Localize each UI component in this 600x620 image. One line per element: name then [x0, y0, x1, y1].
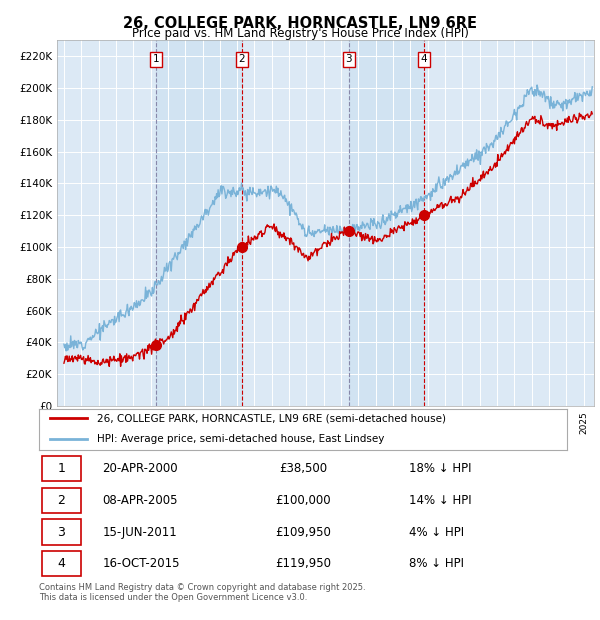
- Text: 26, COLLEGE PARK, HORNCASTLE, LN9 6RE: 26, COLLEGE PARK, HORNCASTLE, LN9 6RE: [123, 16, 477, 30]
- Text: 26, COLLEGE PARK, HORNCASTLE, LN9 6RE (semi-detached house): 26, COLLEGE PARK, HORNCASTLE, LN9 6RE (s…: [97, 413, 446, 423]
- FancyBboxPatch shape: [41, 520, 81, 544]
- Text: 15-JUN-2011: 15-JUN-2011: [103, 526, 177, 539]
- Bar: [156, 40, 242, 406]
- Text: £119,950: £119,950: [275, 557, 331, 570]
- Text: 16-OCT-2015: 16-OCT-2015: [103, 557, 180, 570]
- Text: 3: 3: [346, 55, 352, 64]
- Text: 1: 1: [152, 55, 159, 64]
- Text: 08-APR-2005: 08-APR-2005: [103, 494, 178, 507]
- Text: 4: 4: [421, 55, 427, 64]
- Text: 1: 1: [58, 462, 65, 475]
- Text: 4: 4: [58, 557, 65, 570]
- Text: Contains HM Land Registry data © Crown copyright and database right 2025.
This d: Contains HM Land Registry data © Crown c…: [39, 583, 365, 602]
- Text: £100,000: £100,000: [275, 494, 331, 507]
- Text: Price paid vs. HM Land Registry's House Price Index (HPI): Price paid vs. HM Land Registry's House …: [131, 27, 469, 40]
- Text: HPI: Average price, semi-detached house, East Lindsey: HPI: Average price, semi-detached house,…: [97, 434, 385, 444]
- Text: 2: 2: [239, 55, 245, 64]
- Text: 18% ↓ HPI: 18% ↓ HPI: [409, 462, 471, 475]
- Text: 8% ↓ HPI: 8% ↓ HPI: [409, 557, 464, 570]
- FancyBboxPatch shape: [41, 488, 81, 513]
- Text: 2: 2: [58, 494, 65, 507]
- Text: 20-APR-2000: 20-APR-2000: [103, 462, 178, 475]
- Text: £38,500: £38,500: [279, 462, 327, 475]
- FancyBboxPatch shape: [41, 551, 81, 577]
- Text: 4% ↓ HPI: 4% ↓ HPI: [409, 526, 464, 539]
- Text: £109,950: £109,950: [275, 526, 331, 539]
- Bar: [349, 40, 424, 406]
- Text: 14% ↓ HPI: 14% ↓ HPI: [409, 494, 471, 507]
- FancyBboxPatch shape: [41, 456, 81, 481]
- Text: 3: 3: [58, 526, 65, 539]
